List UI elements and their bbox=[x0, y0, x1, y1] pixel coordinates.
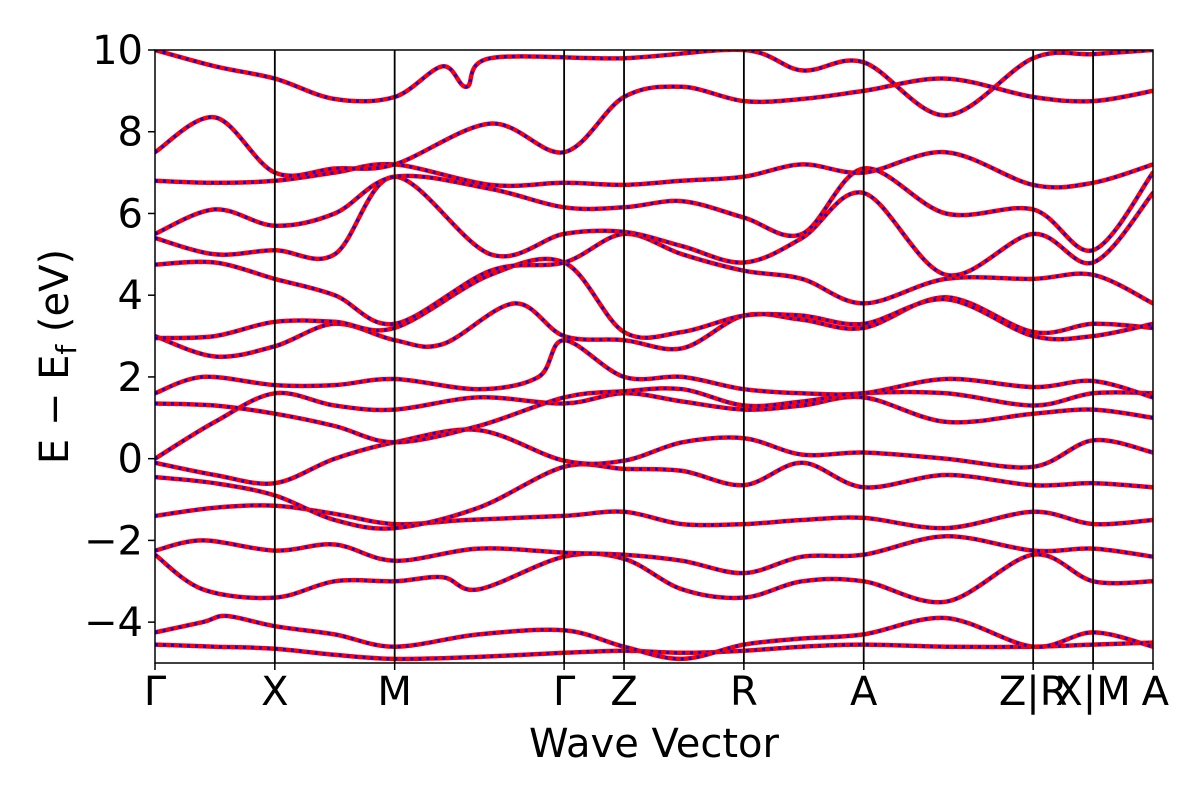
x-tick-label: Γ bbox=[553, 669, 576, 715]
x-tick-label: X|M bbox=[1055, 669, 1130, 715]
x-tick-label: R bbox=[730, 669, 758, 715]
band-line-10 bbox=[155, 294, 1153, 360]
band-line-dotted-4 bbox=[155, 503, 1153, 530]
band-line-11 bbox=[155, 256, 1153, 342]
y-tick-label: 6 bbox=[118, 191, 143, 237]
band-line-dotted-6 bbox=[155, 428, 1153, 486]
y-tick-label: 10 bbox=[92, 28, 143, 74]
plot-frame bbox=[154, 49, 1154, 664]
band-line-5 bbox=[155, 460, 1153, 531]
x-tick-label: X bbox=[261, 669, 288, 715]
x-tick-label: A bbox=[1142, 669, 1170, 715]
x-tick-label: Γ bbox=[144, 669, 167, 715]
y-axis: −4 −2 0 2 4 6 8 10 bbox=[84, 28, 155, 646]
band-line-dotted-13 bbox=[155, 175, 1153, 277]
x-tick-label: Z|R bbox=[999, 669, 1068, 715]
band-line-dotted-3 bbox=[155, 534, 1153, 575]
band-line-dotted-7 bbox=[155, 391, 1153, 460]
x-axis-label: Wave Vector bbox=[529, 721, 780, 767]
band-line-dotted-0 bbox=[155, 641, 1153, 661]
band-line-13 bbox=[155, 174, 1153, 278]
y-tick-label: 4 bbox=[118, 273, 143, 319]
band-line-dotted-12 bbox=[155, 232, 1153, 326]
y-axis-label-main: E − E bbox=[32, 355, 78, 465]
x-tick-label: Z bbox=[610, 669, 637, 715]
x-axis: Γ X M Γ Z R A Z|RX|M A bbox=[144, 663, 1170, 715]
y-axis-label-unit: (eV) bbox=[32, 249, 78, 345]
band-line-dotted-9 bbox=[155, 338, 1153, 399]
band-line-dotted-2 bbox=[155, 552, 1153, 604]
bands-layer bbox=[155, 50, 1153, 662]
y-tick-label: 2 bbox=[118, 355, 143, 401]
y-tick-label: 8 bbox=[118, 110, 143, 156]
y-tick-label: −2 bbox=[84, 518, 143, 564]
band-line-dotted-17 bbox=[155, 50, 1153, 117]
x-tick-label: A bbox=[850, 669, 878, 715]
band-line-17 bbox=[155, 50, 1153, 118]
band-line-2 bbox=[155, 551, 1153, 605]
band-line-dotted-14 bbox=[155, 166, 1153, 253]
band-line-15 bbox=[155, 149, 1153, 190]
y-tick-label: 0 bbox=[118, 437, 143, 483]
y-tick-label: −4 bbox=[84, 600, 143, 646]
band-line-dotted-11 bbox=[155, 257, 1153, 341]
y-axis-label: E − Ef (eV) bbox=[32, 249, 83, 464]
x-tick-label: M bbox=[377, 669, 412, 715]
y-axis-label-sub: f bbox=[50, 344, 83, 355]
band-line-dotted-15 bbox=[155, 150, 1153, 189]
band-line-8 bbox=[155, 386, 1153, 445]
band-line-dotted-16 bbox=[155, 77, 1153, 178]
band-line-16 bbox=[155, 76, 1153, 178]
band-line-6 bbox=[155, 427, 1153, 487]
kpoint-lines bbox=[273, 50, 1094, 663]
